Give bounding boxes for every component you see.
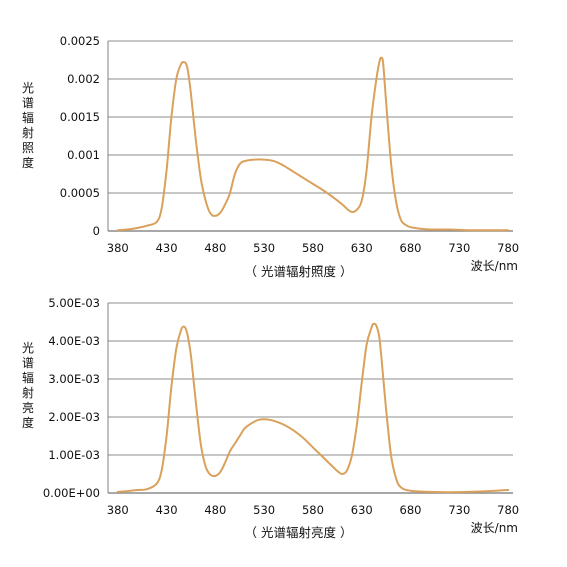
x-tick-label: 730 — [448, 503, 470, 517]
x-tick-label: 730 — [448, 241, 470, 255]
x-tick-label: 780 — [497, 241, 519, 255]
x-tick-label: 780 — [497, 503, 519, 517]
y-tick-label: 1.00E-03 — [48, 448, 100, 462]
y-tick-label: 0.002 — [67, 72, 100, 86]
chart-panel-2: 0.00E+00 1.00E-03 2.00E-03 3.00E-03 4.00E-03… — [22, 296, 519, 540]
x-tick-label: 430 — [156, 503, 178, 517]
chart-caption: （ 光谱辐射亮度 ） — [245, 525, 353, 540]
spectrum-curve-1 — [116, 322, 510, 494]
x-tick-label: 530 — [253, 241, 275, 255]
y-tick-label: 0 — [93, 224, 100, 238]
x-tick-label: 480 — [204, 241, 226, 255]
x-tick-label: 380 — [107, 241, 129, 255]
y-tick-label: 0.0005 — [60, 186, 100, 200]
x-tick-label: 630 — [351, 503, 373, 517]
y-tick-label: 2.00E-03 — [48, 410, 100, 424]
x-axis-label: 波长/nm — [471, 259, 518, 273]
chart-caption: （ 光谱辐射照度 ） — [245, 264, 353, 279]
x-tick-label: 430 — [156, 241, 178, 255]
x-tick-label: 480 — [204, 503, 226, 517]
y-axis-label: 光谱辐射亮度 — [22, 341, 34, 430]
x-tick-label: 380 — [107, 503, 129, 517]
y-tick-label: 5.00E-03 — [48, 296, 100, 310]
x-tick-label: 530 — [253, 503, 275, 517]
y-axis-label: 光谱辐射照度 — [22, 81, 34, 170]
x-tick-label: 580 — [302, 503, 324, 517]
y-tick-label: 0.001 — [67, 148, 100, 162]
x-tick-label: 680 — [400, 503, 422, 517]
y-tick-label: 4.00E-03 — [48, 334, 100, 348]
chart-panel-1: 0 0.0005 0.001 0.0015 0.002 0.0025 380 430 480 53… — [22, 34, 519, 279]
y-tick-label: 0.00E+00 — [43, 486, 100, 500]
x-tick-label: 630 — [351, 241, 373, 255]
x-tick-label: 680 — [400, 241, 422, 255]
y-tick-label: 0.0025 — [60, 34, 100, 48]
y-tick-label: 0.0015 — [60, 110, 100, 124]
x-axis-label: 波长/nm — [471, 521, 518, 535]
spectrum-curve-1 — [116, 56, 510, 232]
y-tick-label: 3.00E-03 — [48, 372, 100, 386]
x-tick-label: 580 — [302, 241, 324, 255]
